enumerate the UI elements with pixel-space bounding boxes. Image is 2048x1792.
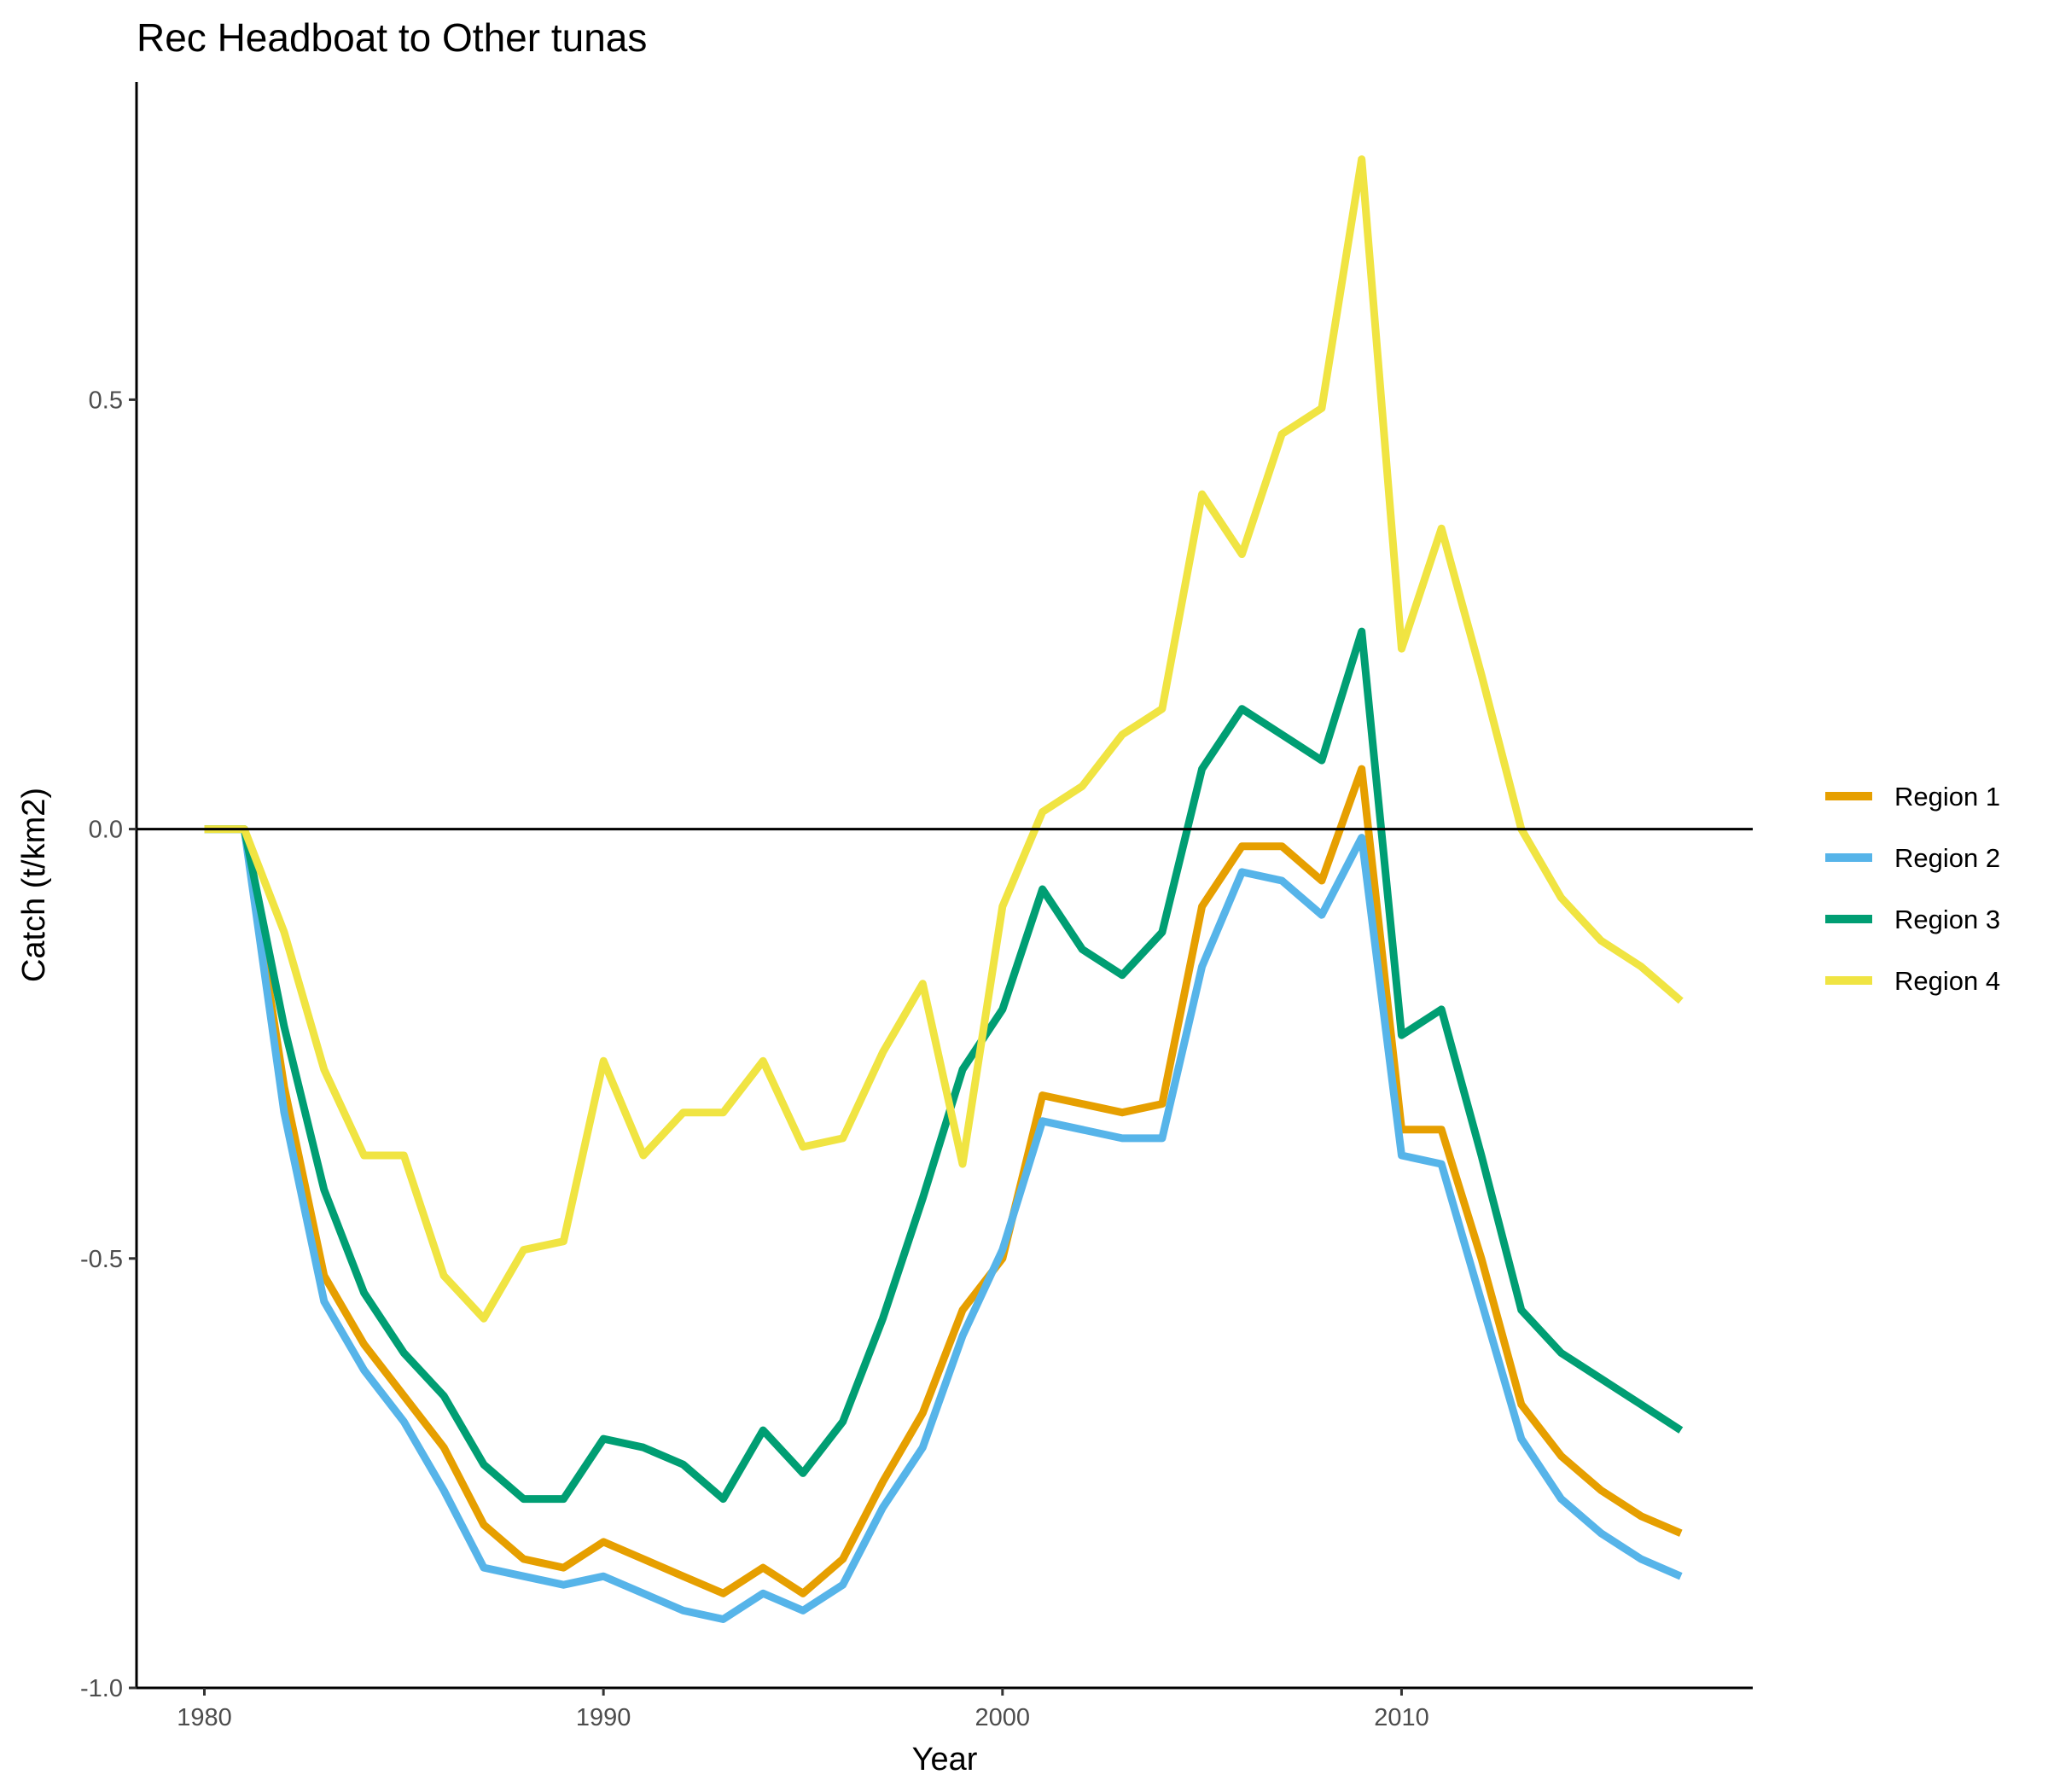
y-tick-label: 0.0 <box>89 817 123 844</box>
x-axis-ticks: 1980 1990 2000 2010 <box>177 1688 1429 1731</box>
series-line-region-3 <box>204 627 1684 1504</box>
x-tick-label: 2000 <box>975 1704 1031 1731</box>
series-line-region-2 <box>204 825 1683 1623</box>
y-axis-title: Catch (t/km2) <box>16 788 52 982</box>
legend-label-region-2: Region 2 <box>1894 843 2000 873</box>
x-axis-title: Year <box>912 1742 978 1777</box>
x-tick-label: 1990 <box>576 1704 631 1731</box>
y-axis-ticks: -1.0 -0.5 0.0 0.5 <box>80 387 137 1702</box>
y-tick-label: 0.5 <box>89 387 123 414</box>
legend-label-region-3: Region 3 <box>1894 905 2000 934</box>
legend-label-region-1: Region 1 <box>1894 782 2000 812</box>
plot-area <box>204 155 1684 1623</box>
y-tick-label: -1.0 <box>80 1675 123 1702</box>
legend: Region 1 Region 2 Region 3 Region 4 <box>1825 782 2000 996</box>
x-tick-label: 2010 <box>1374 1704 1429 1731</box>
series-line-region-1 <box>204 765 1683 1597</box>
chart-title: Rec Headboat to Other tunas <box>137 15 647 60</box>
series-line-region-4 <box>204 155 1684 1323</box>
y-tick-label: -0.5 <box>80 1246 123 1273</box>
legend-label-region-4: Region 4 <box>1894 966 2000 996</box>
x-tick-label: 1980 <box>177 1704 232 1731</box>
